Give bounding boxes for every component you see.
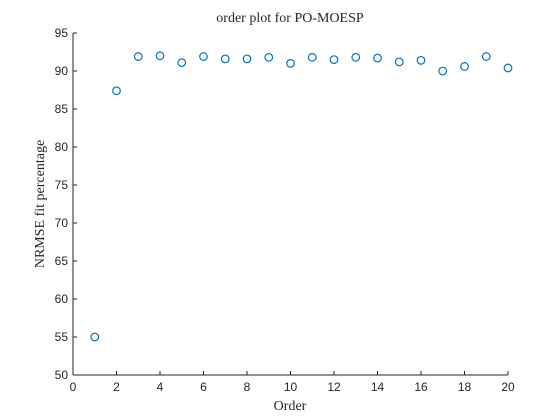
- data-point: [112, 86, 121, 96]
- data-point: [199, 52, 208, 61]
- data-point: [438, 66, 448, 76]
- y-tick-label: 90: [55, 64, 69, 78]
- data-point: [481, 52, 491, 61]
- data-point: [351, 52, 361, 62]
- data-point: [155, 51, 165, 61]
- x-tick-label: 20: [501, 380, 515, 394]
- x-tick-label: 6: [200, 380, 207, 394]
- x-tick-label: 2: [113, 380, 120, 394]
- x-tick-label: 4: [157, 380, 164, 394]
- y-tick-label: 60: [55, 292, 69, 306]
- data-point: [133, 52, 143, 61]
- data-point: [307, 52, 317, 62]
- x-tick-label: 12: [327, 380, 341, 394]
- x-tick-label: 16: [414, 380, 428, 394]
- data-point: [503, 63, 513, 73]
- y-tick-label: 70: [55, 216, 69, 230]
- y-tick-label: 50: [55, 368, 69, 382]
- data-point: [220, 54, 230, 64]
- data-point: [394, 57, 404, 67]
- data-point: [416, 55, 426, 65]
- data-point: [264, 52, 274, 62]
- x-axis-title: Order: [274, 399, 307, 414]
- x-tick-label: 14: [371, 380, 385, 394]
- y-tick-label: 80: [55, 140, 69, 154]
- data-point: [90, 332, 100, 342]
- data-points: [90, 51, 513, 342]
- x-tick-label: 0: [70, 380, 77, 394]
- y-tick-label: 65: [55, 254, 69, 268]
- y-axis-title: NRMSE fit percentage: [33, 140, 48, 268]
- data-point: [329, 55, 339, 64]
- y-axis-ticks: 50 55 60 65 70 75 80 85 90 95: [55, 26, 77, 382]
- data-point: [177, 58, 187, 68]
- data-point: [286, 59, 295, 68]
- data-point: [460, 62, 469, 71]
- chart-title: order plot for PO-MOESP: [216, 11, 364, 26]
- y-tick-label: 75: [55, 178, 69, 192]
- x-axis-ticks: 0 2 4 6 8 10 12 14 16 18 20: [70, 371, 515, 394]
- y-tick-label: 85: [55, 102, 69, 116]
- x-tick-label: 10: [284, 380, 298, 394]
- data-point: [242, 54, 252, 64]
- x-tick-label: 18: [458, 380, 472, 394]
- y-tick-label: 95: [55, 26, 69, 40]
- plot-area: [72, 33, 508, 376]
- y-tick-label: 55: [55, 330, 69, 344]
- x-tick-label: 8: [244, 380, 251, 394]
- data-point: [373, 53, 382, 63]
